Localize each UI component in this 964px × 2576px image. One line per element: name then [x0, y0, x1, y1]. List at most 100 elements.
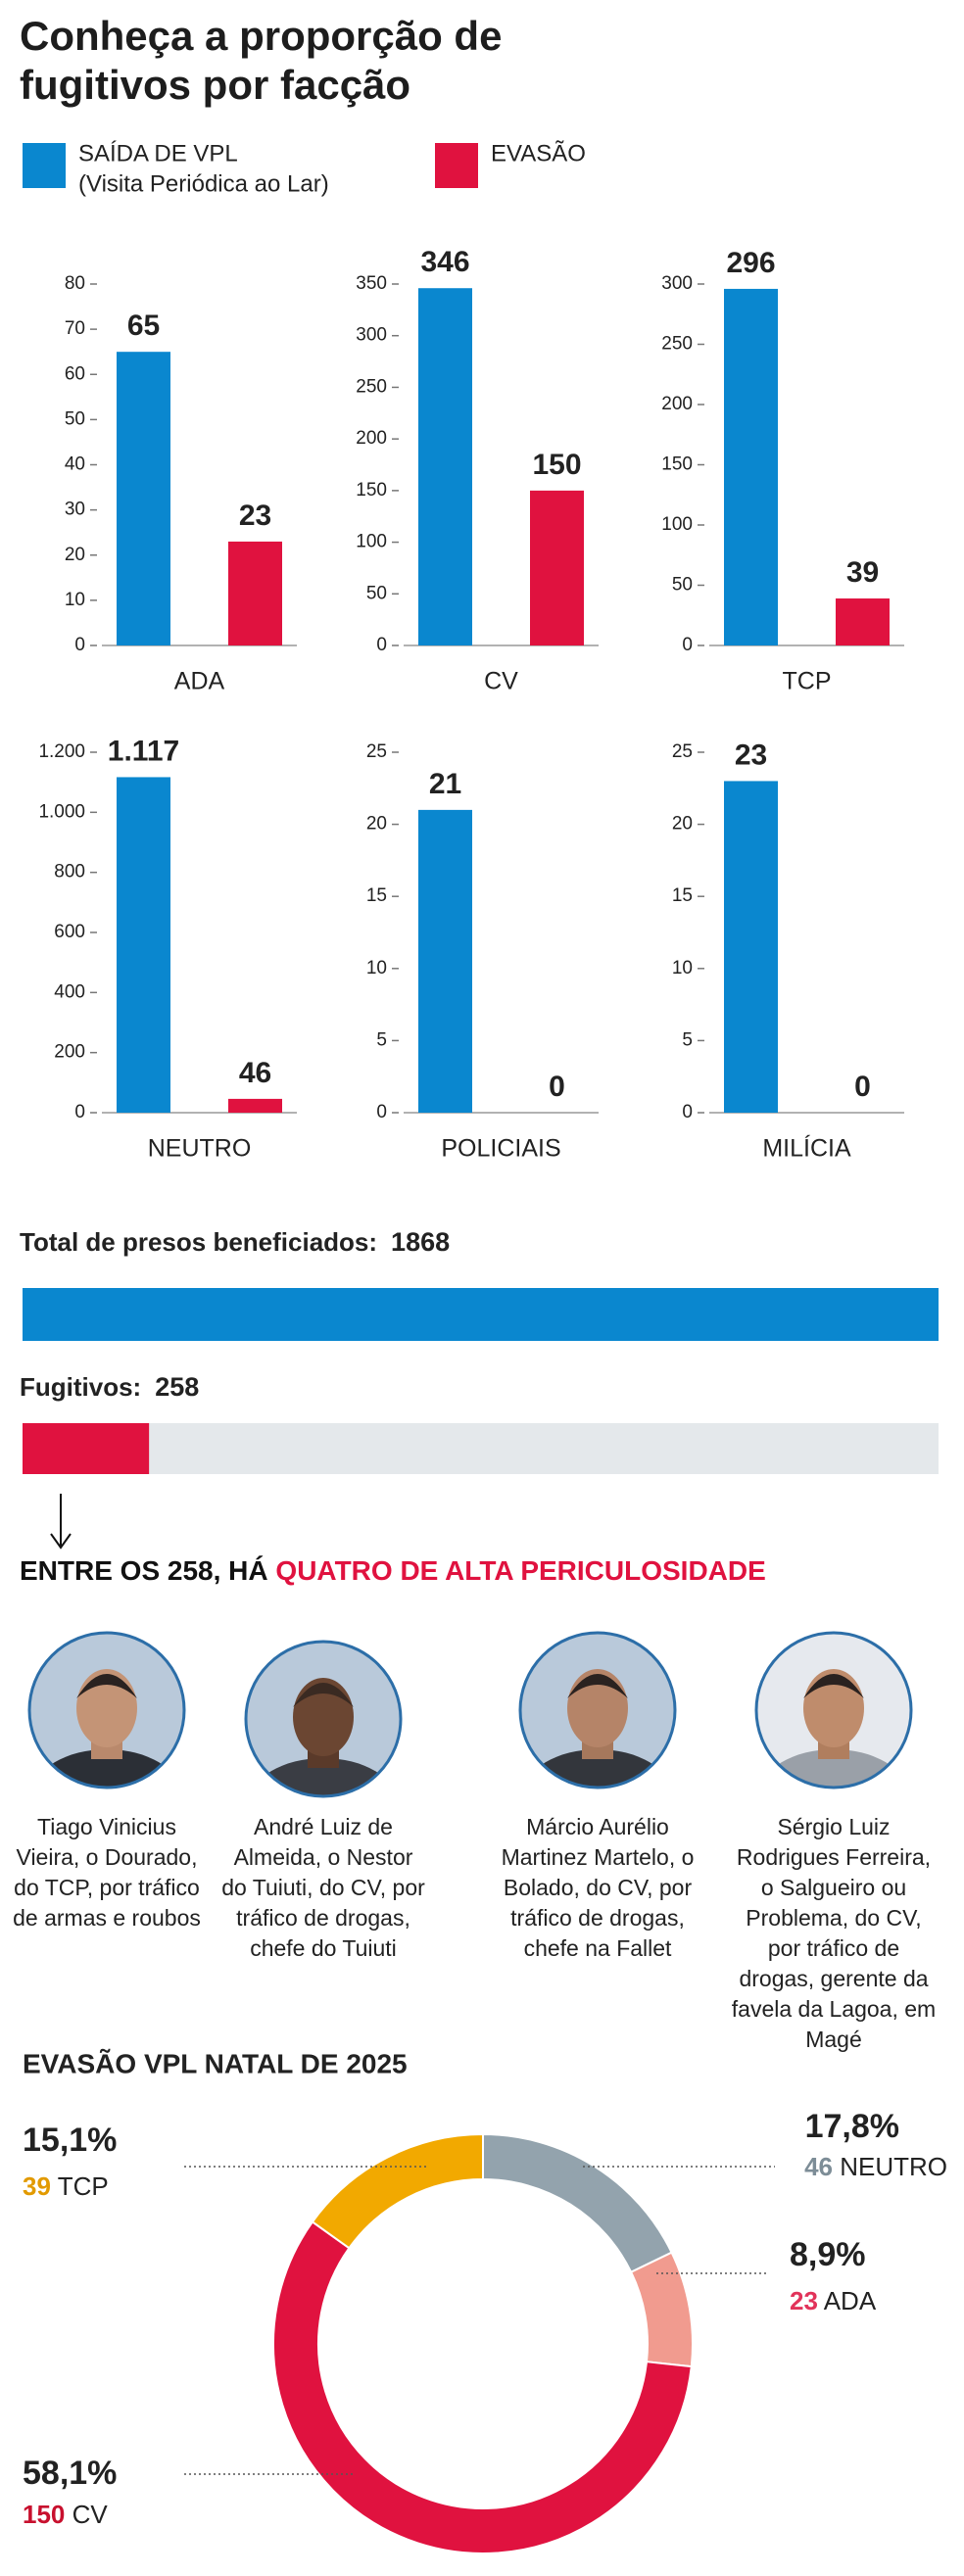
- legend-note: (Visita Periódica ao Lar): [78, 170, 329, 197]
- category-label: CV: [72, 2500, 109, 2529]
- x-category-label: ADA: [174, 668, 225, 695]
- count-label: 150 CV: [23, 2500, 108, 2529]
- x-category-label: TCP: [783, 668, 832, 695]
- value-label: 1.117: [108, 735, 179, 767]
- y-tick-label: 150: [661, 454, 693, 475]
- arrow-head: [50, 1533, 72, 1550]
- photo-hair: [76, 1674, 137, 1698]
- legend-swatch: [23, 143, 66, 188]
- y-tick-label: 100: [661, 514, 693, 535]
- y-tick-label: 25: [366, 741, 387, 762]
- bar: [23, 1423, 150, 1474]
- bar: [724, 288, 778, 645]
- value-label: 21: [429, 768, 461, 800]
- percent-label: 58,1%: [23, 2455, 117, 2492]
- x-category-label: POLICIAIS: [441, 1135, 560, 1163]
- y-tick-label: 250: [356, 376, 387, 397]
- x-category-label: CV: [484, 668, 518, 695]
- y-tick-label: 60: [65, 363, 85, 384]
- person-caption: Sérgio Luiz Rodrigues Ferreira, o Salgue…: [731, 1814, 937, 2052]
- y-tick-label: 30: [65, 500, 85, 520]
- y-tick-label: 0: [376, 1102, 387, 1122]
- donut-segment: [272, 2220, 693, 2555]
- photo-head: [76, 1669, 137, 1747]
- person-caption: Márcio Aurélio Martinez Martelo, o Bolad…: [501, 1814, 695, 1961]
- bar-label: Fugitivos:: [20, 1372, 141, 1402]
- category-label: NEUTRO: [840, 2152, 947, 2181]
- y-tick-label: 50: [366, 583, 387, 603]
- photo-frame: [754, 1631, 913, 1789]
- percent-label: 8,9%: [790, 2236, 866, 2273]
- photo-frame: [244, 1640, 403, 1798]
- category-label: TCP: [58, 2171, 109, 2201]
- value-label: 39: [846, 556, 879, 589]
- y-tick-label: 50: [672, 575, 693, 596]
- count-value: 39: [23, 2171, 51, 2201]
- count-label: 23 ADA: [790, 2286, 877, 2315]
- photo-hair: [567, 1674, 628, 1698]
- photo-body: [33, 1749, 180, 1788]
- y-tick-label: 40: [65, 454, 85, 475]
- y-tick-label: 5: [376, 1029, 387, 1050]
- y-tick-label: 80: [65, 273, 85, 294]
- y-tick-label: 1.200: [38, 741, 85, 762]
- bar-track: [23, 1423, 939, 1474]
- photo-frame: [27, 1631, 186, 1789]
- photo: [29, 1633, 184, 1788]
- y-tick-label: 0: [74, 635, 85, 655]
- y-tick-label: 20: [672, 814, 693, 835]
- photo-body: [524, 1749, 671, 1788]
- y-tick-label: 1.000: [38, 801, 85, 822]
- y-tick-label: 600: [54, 922, 85, 942]
- bar: [418, 288, 472, 645]
- headline-text: ENTRE OS 258, HÁ: [20, 1555, 268, 1586]
- y-tick-label: 0: [376, 635, 387, 655]
- y-tick-label: 250: [661, 334, 693, 355]
- value-label: 46: [239, 1057, 271, 1089]
- count-value: 150: [23, 2500, 65, 2529]
- chart-title: EVASÃO VPL NATAL DE 2025: [23, 2048, 408, 2078]
- count-label: 46 NEUTRO: [804, 2152, 947, 2181]
- count-value: 46: [804, 2152, 833, 2181]
- value-label: 1868: [391, 1227, 450, 1257]
- y-tick-label: 0: [682, 1102, 693, 1122]
- donut-segment: [629, 2251, 694, 2368]
- y-tick-label: 20: [366, 814, 387, 835]
- bar: [836, 598, 890, 645]
- y-tick-label: 10: [672, 958, 693, 978]
- y-tick-label: 300: [661, 273, 693, 294]
- photo: [756, 1633, 911, 1788]
- count-label: 39 TCP: [23, 2171, 109, 2201]
- legend-swatch: [435, 143, 478, 188]
- value-label: 65: [127, 310, 160, 342]
- bar: [117, 352, 170, 645]
- photo-body: [250, 1758, 397, 1796]
- headline-highlight: QUATRO DE ALTA PERICULOSIDADE: [275, 1555, 765, 1586]
- x-category-label: MILÍCIA: [762, 1134, 851, 1163]
- y-tick-label: 70: [65, 318, 85, 339]
- chart-title: Conheça a proporção de fugitivos por fac…: [20, 13, 503, 108]
- value-label: 150: [532, 449, 581, 481]
- value-label: 346: [420, 246, 469, 278]
- y-tick-label: 100: [356, 532, 387, 552]
- y-tick-label: 200: [661, 394, 693, 414]
- photo: [520, 1633, 675, 1788]
- y-tick-label: 20: [65, 545, 85, 565]
- value-label: 23: [239, 500, 271, 532]
- legend-label: EVASÃO: [491, 140, 586, 167]
- y-tick-label: 15: [366, 885, 387, 906]
- y-tick-label: 800: [54, 862, 85, 883]
- bar: [724, 781, 778, 1113]
- value-label: 0: [854, 1071, 871, 1103]
- y-tick-label: 25: [672, 741, 693, 762]
- donut-segment: [311, 2132, 484, 2250]
- category-label: ADA: [824, 2286, 877, 2315]
- person-caption: André Luiz de Almeida, o Nestor do Tuiut…: [221, 1814, 425, 1961]
- headline: ENTRE OS 258, HÁ QUATRO DE ALTA PERICULO…: [20, 1555, 766, 1586]
- y-tick-label: 10: [65, 590, 85, 610]
- photo-head: [803, 1669, 864, 1747]
- y-tick-label: 150: [356, 480, 387, 501]
- bar: [228, 541, 282, 645]
